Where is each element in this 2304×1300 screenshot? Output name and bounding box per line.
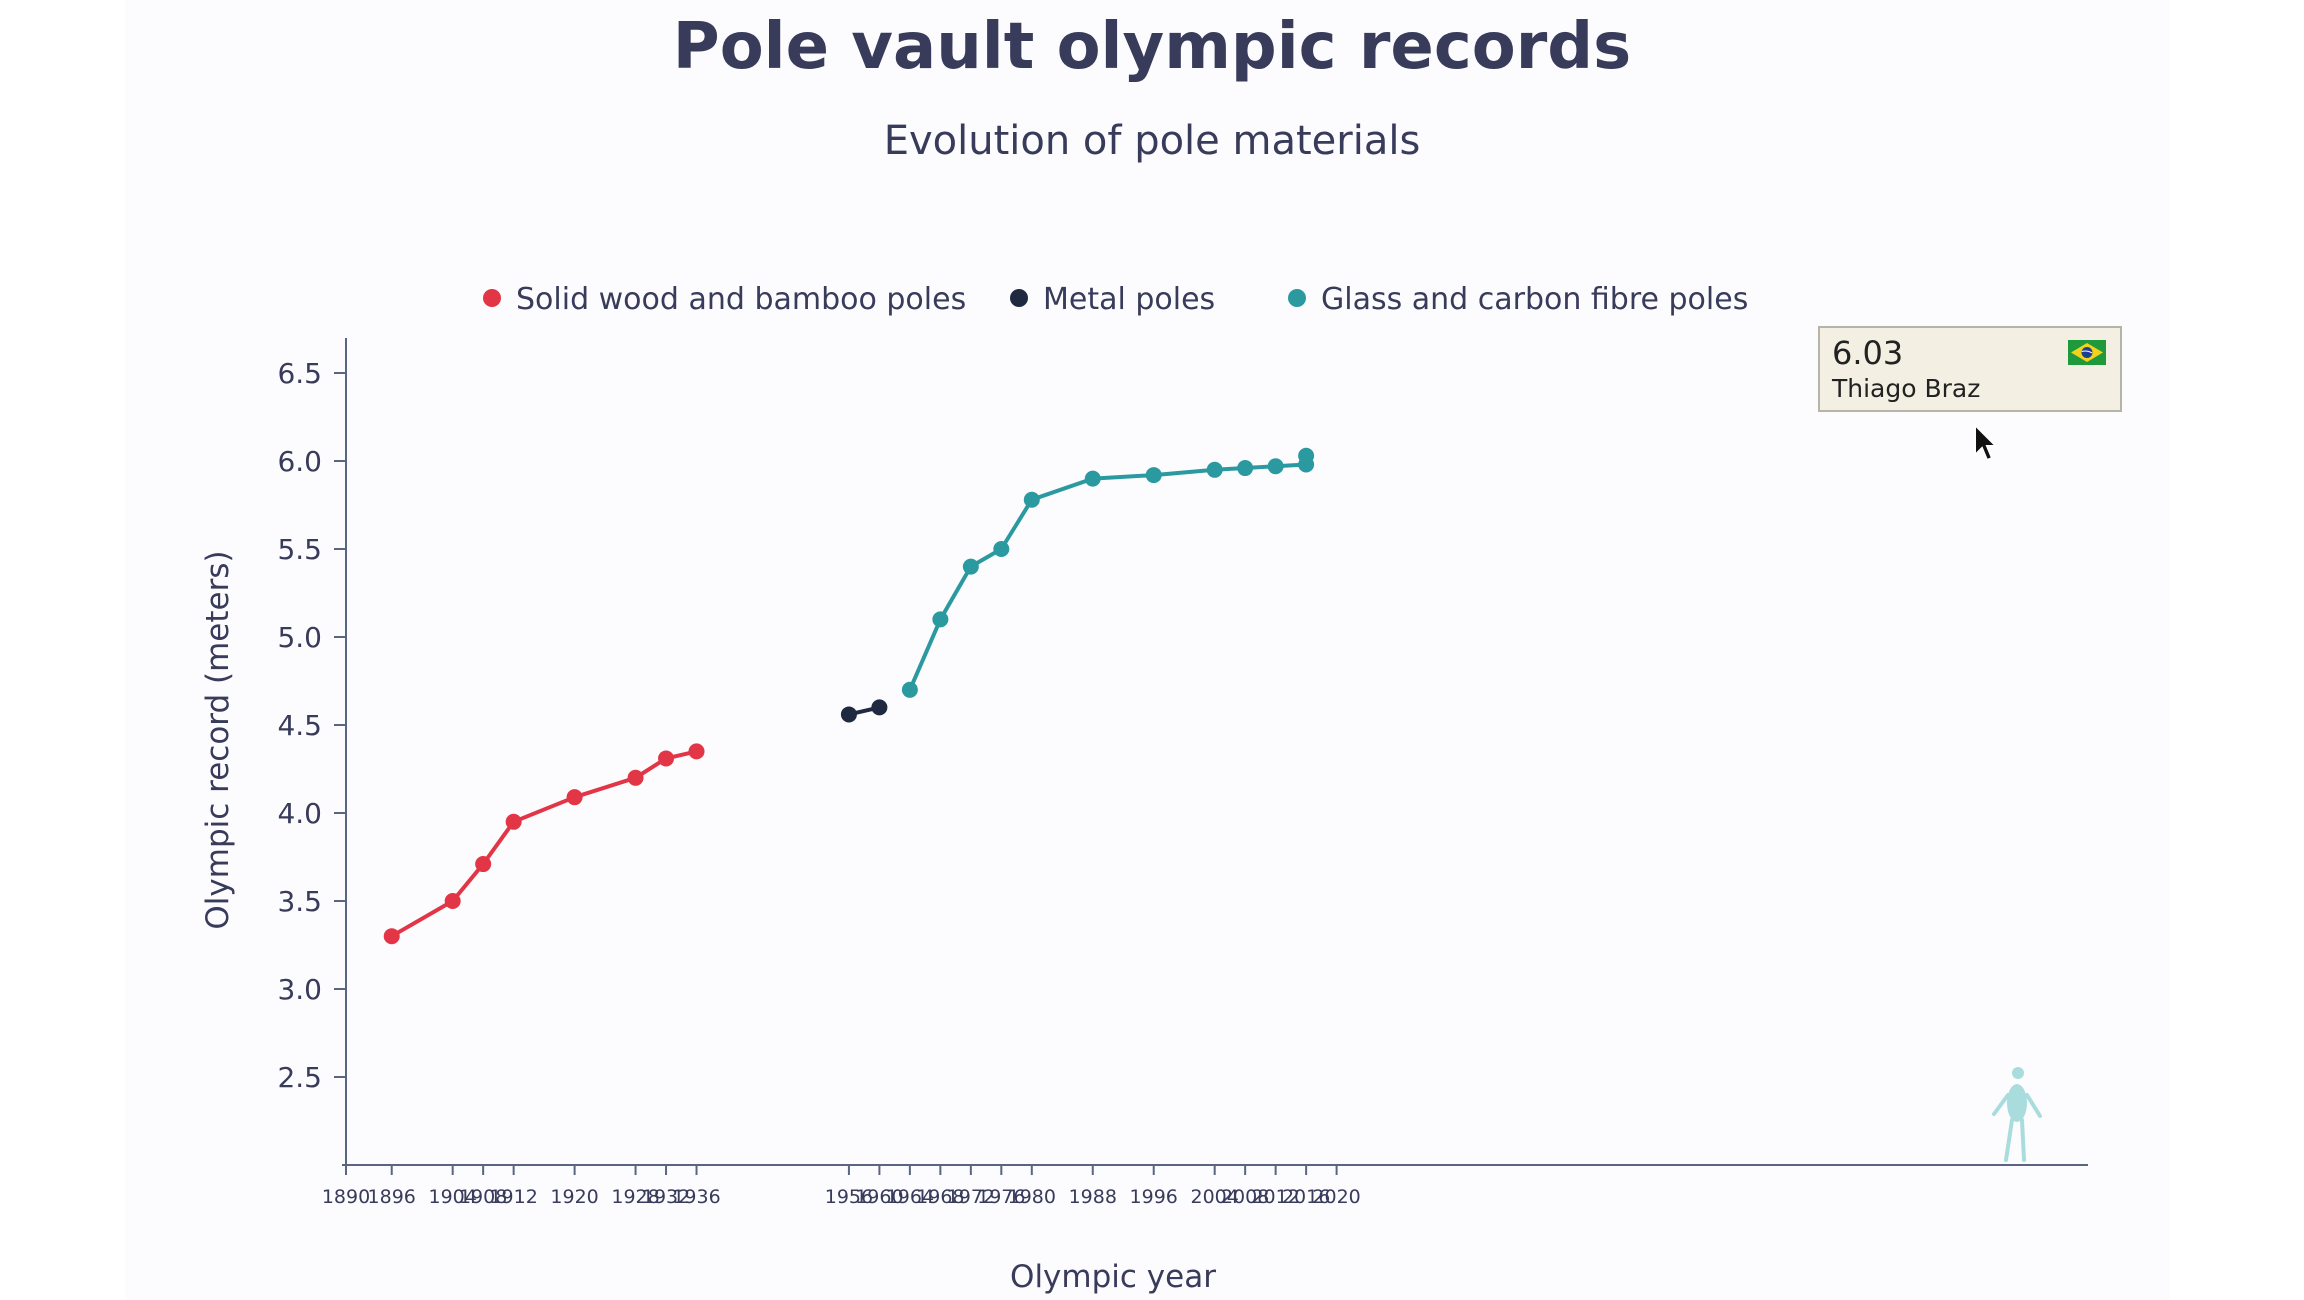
data-point bbox=[627, 769, 644, 786]
legend-label: Glass and carbon fibre poles bbox=[1321, 282, 1748, 317]
legend: Solid wood and bamboo poles Metal poles Gl… bbox=[483, 282, 1748, 317]
pole-vaulter-figure-icon bbox=[1992, 1067, 2042, 1162]
data-point bbox=[1237, 460, 1254, 477]
x-tick-label: 2004 bbox=[1191, 1186, 1239, 1208]
y-tick-label: 2.5 bbox=[277, 1061, 322, 1094]
figure-body bbox=[2007, 1084, 2027, 1122]
x-tick-label: 1932 bbox=[642, 1186, 690, 1208]
x-tick-label: 1964 bbox=[886, 1186, 934, 1208]
chart-subtitle: Evolution of pole materials bbox=[883, 118, 1421, 164]
chart-title: Pole vault olympic records bbox=[672, 10, 1632, 84]
legend-marker bbox=[483, 289, 501, 307]
tooltip-value: 6.03 bbox=[1832, 334, 1904, 372]
legend-label: Solid wood and bamboo poles bbox=[516, 282, 966, 317]
data-point bbox=[1084, 470, 1101, 487]
data-point bbox=[1145, 467, 1162, 484]
x-tick-label: 1936 bbox=[672, 1186, 720, 1208]
x-tick-label: 1904 bbox=[429, 1186, 477, 1208]
series-line bbox=[908, 462, 1307, 691]
x-axis-label: Olympic year bbox=[1010, 1259, 1216, 1295]
data-point bbox=[444, 893, 461, 909]
x-tick-label: 1908 bbox=[459, 1186, 507, 1208]
y-tick-label: 3.5 bbox=[277, 885, 322, 918]
series-points bbox=[383, 447, 1315, 945]
legend-marker bbox=[1010, 289, 1028, 307]
x-tick-label: 1968 bbox=[916, 1186, 964, 1208]
figure-head bbox=[2012, 1067, 2024, 1079]
x-tick-label: 2016 bbox=[1282, 1186, 1330, 1208]
mouse-cursor-icon bbox=[1974, 423, 1999, 462]
y-axis-label: Olympic record (meters) bbox=[200, 550, 236, 929]
data-point bbox=[871, 699, 888, 716]
y-tick-label: 6.0 bbox=[277, 445, 322, 478]
chart-panel bbox=[125, 0, 2170, 1300]
figure-leg-right bbox=[2020, 1118, 2026, 1162]
data-point bbox=[1023, 491, 1040, 508]
data-point bbox=[901, 681, 918, 698]
tooltip-name: Thiago Braz bbox=[1832, 374, 1981, 403]
y-tick-label: 4.0 bbox=[277, 797, 322, 830]
data-point bbox=[1206, 461, 1223, 478]
highlight-point bbox=[1298, 447, 1315, 464]
data-point bbox=[962, 558, 979, 575]
x-tick-label: 2008 bbox=[1221, 1186, 1269, 1208]
x-tick-label: 1920 bbox=[550, 1186, 598, 1208]
x-tick-label: 1972 bbox=[947, 1186, 995, 1208]
y-tick-label: 5.0 bbox=[277, 621, 322, 654]
brazil-flag-icon bbox=[2068, 340, 2106, 365]
data-point bbox=[993, 541, 1010, 557]
y-tick-label: 5.5 bbox=[277, 533, 322, 566]
y-tick-label: 6.5 bbox=[277, 357, 322, 390]
data-point bbox=[505, 813, 522, 830]
data-point bbox=[840, 706, 857, 723]
y-tick-label: 3.0 bbox=[277, 973, 322, 1006]
x-tick-label: 1890 bbox=[322, 1186, 370, 1208]
y-tick-label: 4.5 bbox=[277, 709, 322, 742]
legend-label: Metal poles bbox=[1043, 282, 1215, 317]
tooltip: 6.03 Thiago Braz bbox=[1818, 326, 2122, 412]
x-tick-label: 1912 bbox=[489, 1186, 537, 1208]
figure-arm-right bbox=[2025, 1093, 2042, 1118]
data-point bbox=[688, 743, 705, 760]
data-point bbox=[566, 789, 583, 806]
x-tick-label: 1956 bbox=[825, 1186, 873, 1208]
legend-marker bbox=[1288, 289, 1306, 307]
figure-leg-left bbox=[2004, 1118, 2014, 1162]
series-lines bbox=[390, 455, 1309, 938]
data-point bbox=[932, 611, 949, 628]
x-tick-label: 1996 bbox=[1130, 1186, 1178, 1208]
x-tick-label: 1980 bbox=[1008, 1186, 1056, 1208]
data-point bbox=[475, 856, 492, 873]
data-point bbox=[1267, 458, 1284, 475]
x-tick-label: 2020 bbox=[1312, 1186, 1360, 1208]
series-line bbox=[390, 749, 697, 938]
x-tick-label: 1896 bbox=[368, 1186, 416, 1208]
x-tick-label: 1976 bbox=[977, 1186, 1025, 1208]
x-tick-label: 2012 bbox=[1251, 1186, 1299, 1208]
x-tick-label: 1988 bbox=[1069, 1186, 1117, 1208]
figure-arm-left bbox=[1992, 1093, 2010, 1116]
data-point bbox=[383, 928, 400, 945]
data-point bbox=[658, 750, 675, 767]
x-tick-label: 1960 bbox=[855, 1186, 903, 1208]
x-tick-label: 1928 bbox=[611, 1186, 659, 1208]
